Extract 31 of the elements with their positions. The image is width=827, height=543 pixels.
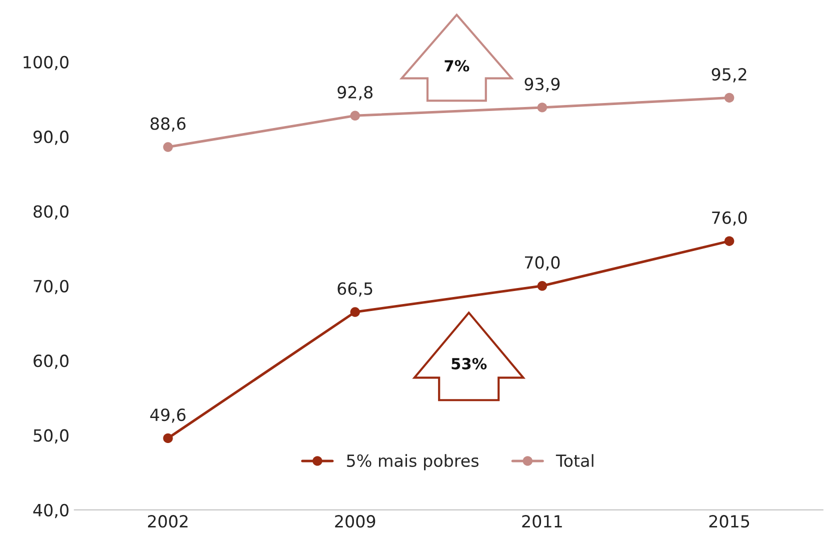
annotation: 53% xyxy=(452,358,487,370)
point xyxy=(163,433,173,444)
text: 88,6 xyxy=(150,117,186,132)
text: 93,9 xyxy=(524,78,560,92)
y-tick-label: 50,0 xyxy=(34,429,68,444)
point xyxy=(724,92,734,103)
legend-label: 5% mais pobres xyxy=(347,454,478,470)
x-tick-label: 2011 xyxy=(522,515,562,528)
text: 49,6 xyxy=(150,408,186,423)
point xyxy=(537,102,548,112)
x-tick-label: 2002 xyxy=(148,515,188,528)
text: 92,8 xyxy=(338,86,373,100)
point xyxy=(724,236,734,246)
text: 66,5 xyxy=(338,282,372,297)
point xyxy=(537,281,548,291)
text: 70,0 xyxy=(525,256,560,270)
y-tick-label: 90,0 xyxy=(34,130,68,145)
y-tick-label: 100,0 xyxy=(24,56,68,70)
x-tick-label: 2015 xyxy=(709,515,750,528)
text: 95,2 xyxy=(712,68,746,82)
y-tick-label: 80,0 xyxy=(34,205,68,220)
point xyxy=(350,307,360,317)
legend-label: Total xyxy=(556,454,594,468)
point xyxy=(350,110,360,121)
y-tick-label: 70,0 xyxy=(34,280,68,294)
text: 76,0 xyxy=(712,211,747,226)
point xyxy=(163,142,173,152)
x-tick-label: 2009 xyxy=(335,515,376,528)
y-tick-label: 40,0 xyxy=(33,504,68,518)
y-tick-label: 60,0 xyxy=(34,354,68,369)
annotation: 7% xyxy=(444,60,470,72)
